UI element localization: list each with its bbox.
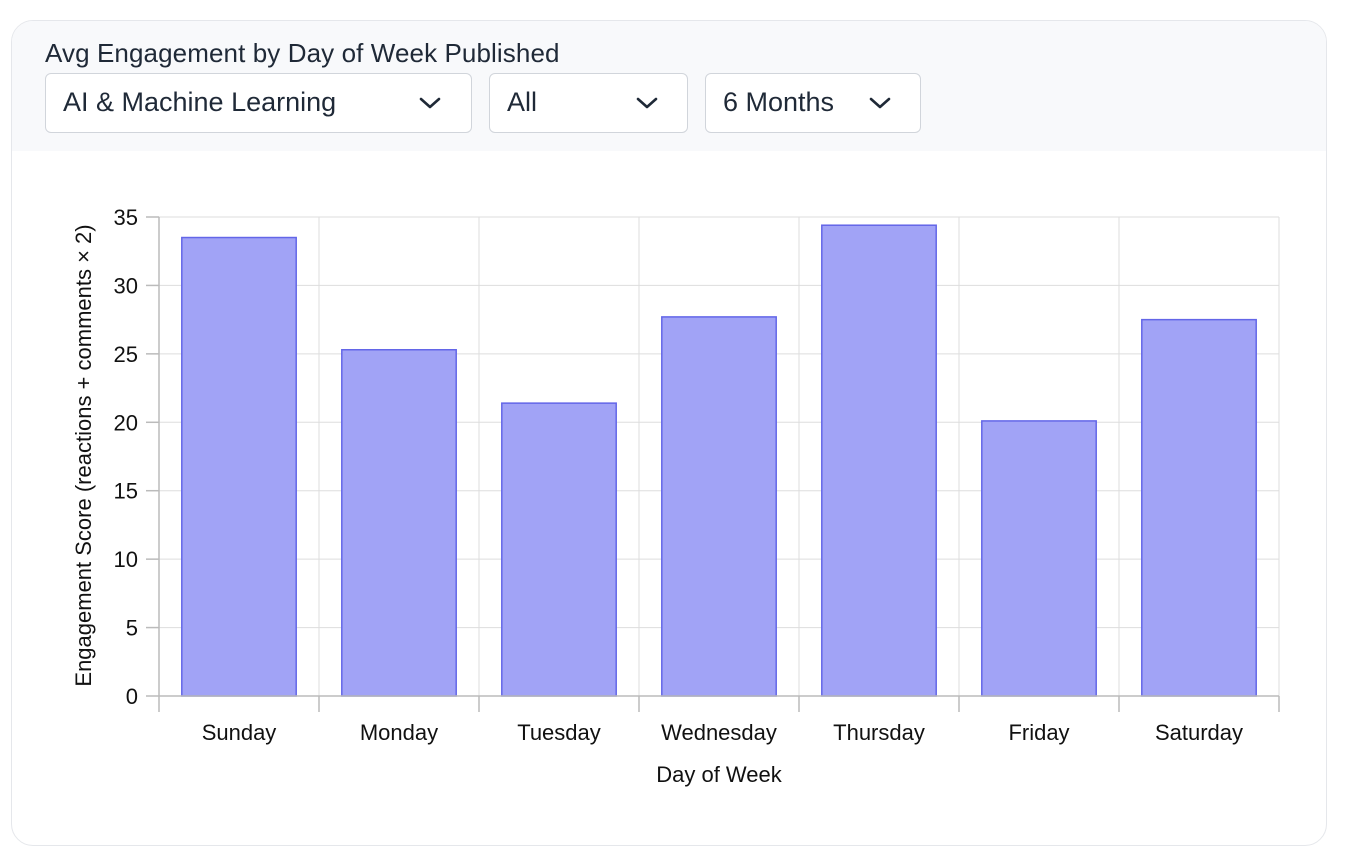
y-tick-label: 25 <box>114 342 138 367</box>
y-tick-label: 35 <box>114 205 138 230</box>
chart-card: Avg Engagement by Day of Week Published … <box>11 20 1327 846</box>
y-axis-title: Engagement Score (reactions + comments ×… <box>71 224 96 686</box>
post-type-select-value: All <box>507 87 538 117</box>
chart-title: Avg Engagement by Day of Week Published <box>45 38 560 68</box>
topic-select-value: AI & Machine Learning <box>63 87 337 117</box>
chevron-down-icon <box>636 97 658 109</box>
x-axis-title: Day of Week <box>656 762 783 787</box>
topic-select[interactable]: AI & Machine Learning <box>45 73 472 133</box>
bar-thursday[interactable] <box>821 224 937 697</box>
x-tick-label: Wednesday <box>661 720 777 745</box>
bar-friday[interactable] <box>981 420 1097 697</box>
post-type-select[interactable]: All <box>489 73 688 133</box>
y-tick-label: 30 <box>114 273 138 298</box>
chevron-down-icon <box>869 97 891 109</box>
axes: 0 5 10 15 20 25 30 35 Sunday Monday Tuesday Wednesd… <box>114 205 1280 745</box>
y-tick-label: 20 <box>114 410 138 435</box>
chevron-down-icon <box>419 97 441 109</box>
bar-wednesday[interactable] <box>661 316 777 697</box>
y-tick-label: 15 <box>114 479 138 504</box>
y-tick-label: 5 <box>126 616 138 641</box>
bars <box>181 224 1257 697</box>
bar-tuesday[interactable] <box>501 402 617 697</box>
time-range-select-value: 6 Months <box>723 87 835 117</box>
x-tick-label: Monday <box>360 720 438 745</box>
bar-sunday[interactable] <box>181 236 297 697</box>
bar-saturday[interactable] <box>1141 318 1257 697</box>
time-range-select[interactable]: 6 Months <box>705 73 921 133</box>
x-tick-label: Sunday <box>202 720 277 745</box>
x-tick-label: Friday <box>1008 720 1069 745</box>
x-tick-label: Saturday <box>1155 720 1243 745</box>
y-tick-label: 10 <box>114 547 138 572</box>
x-tick-label: Tuesday <box>517 720 601 745</box>
card-header: Avg Engagement by Day of Week Published … <box>12 21 1326 151</box>
y-tick-label: 0 <box>126 684 138 709</box>
bar-monday[interactable] <box>341 349 457 697</box>
x-tick-label: Thursday <box>833 720 925 745</box>
